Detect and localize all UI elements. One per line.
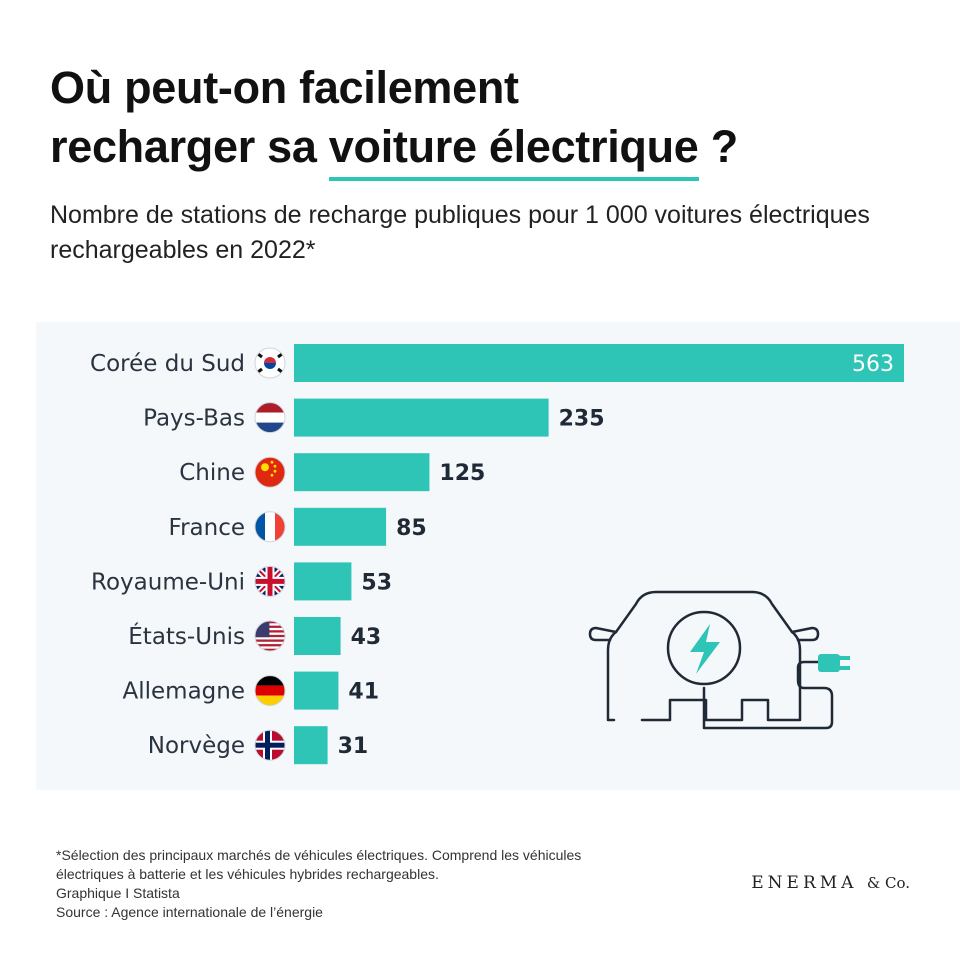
bar-row: Corée du Sud 563 [90, 344, 904, 382]
flag-china-icon [254, 456, 286, 488]
title-highlight: voiture électrique [328, 123, 699, 181]
flag-netherlands-icon [254, 402, 286, 434]
bar-row: Pays-Bas 235 [143, 398, 605, 437]
flag-united-states-icon [254, 620, 286, 652]
chart-title: Où peut-on facilement recharger sa voitu… [50, 58, 910, 181]
footnote-source: Source : Agence internationale de l’éner… [56, 904, 323, 920]
category-label: Allemagne [123, 679, 246, 705]
category-label: Royaume-Uni [91, 569, 245, 595]
bar-row: France 85 [169, 507, 427, 546]
bar-row: Chine 125 [179, 453, 485, 492]
category-label: France [169, 515, 245, 541]
bar-row: Allemagne 41 [123, 671, 379, 710]
bar [294, 726, 328, 765]
title-line-1: Où peut-on facilement [50, 62, 519, 113]
category-label: États-Unis [128, 622, 245, 650]
data-label: 31 [338, 734, 369, 759]
flag-france-icon [254, 511, 286, 543]
data-label: 235 [559, 407, 605, 432]
bar-row: Norvège 31 [148, 726, 369, 765]
category-label: Corée du Sud [90, 351, 245, 377]
category-label: Chine [179, 460, 245, 486]
title-line-2-suffix: ? [698, 121, 739, 172]
footnote-credit: Graphique I Statista [56, 885, 180, 901]
bar [294, 507, 387, 546]
electric-car-charging-icon [588, 590, 850, 730]
category-label: Norvège [148, 733, 245, 759]
flag-united-kingdom-icon [254, 565, 286, 597]
bar [294, 671, 339, 710]
brand-name: ENERMA [751, 873, 858, 893]
brand-logo: ENERMA & Co. [751, 873, 910, 893]
data-label: 41 [348, 680, 379, 705]
chart-panel: Corée du Sud 563 Pays-Bas 235 Chine 125 France… [36, 322, 960, 790]
bar [294, 562, 352, 601]
bar-chart: Corée du Sud 563 Pays-Bas 235 Chine 125 France… [90, 344, 904, 765]
bar [294, 617, 341, 655]
flag-germany-icon [254, 675, 286, 707]
chart-subtitle: Nombre de stations de recharge publiques… [50, 201, 870, 264]
title-line-2-prefix: recharger sa [50, 121, 329, 172]
data-label: 43 [351, 625, 382, 650]
data-label: 53 [361, 570, 392, 595]
data-label: 125 [439, 461, 485, 486]
flag-norway-icon [254, 729, 286, 761]
brand-suffix: & Co. [866, 874, 910, 892]
bar [294, 398, 549, 437]
footnote: *Sélection des principaux marchés de véh… [56, 846, 716, 922]
data-label: 85 [396, 516, 427, 541]
flag-south-korea-icon [254, 347, 286, 379]
data-label: 563 [852, 352, 894, 377]
footnote-note: *Sélection des principaux marchés de véh… [56, 847, 582, 882]
bar [294, 344, 904, 382]
bar [294, 453, 430, 492]
category-label: Pays-Bas [143, 406, 245, 432]
bar-row: Royaume-Uni 53 [91, 562, 392, 601]
bar-row: États-Unis 43 [128, 617, 381, 655]
